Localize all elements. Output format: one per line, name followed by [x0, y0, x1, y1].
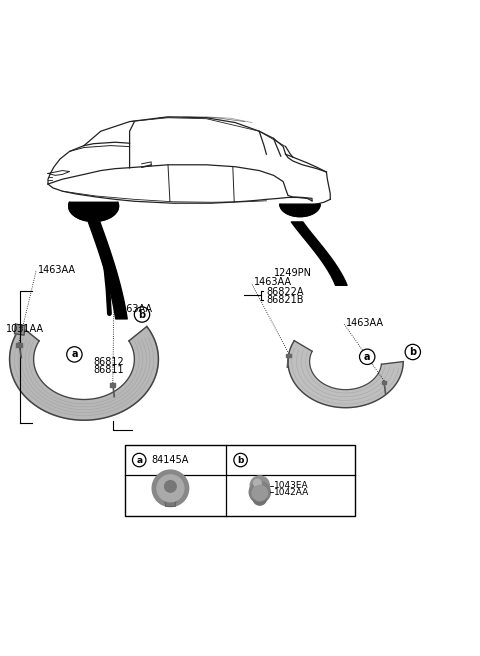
Text: 1463AA: 1463AA	[254, 277, 292, 287]
Circle shape	[134, 307, 150, 322]
Text: a: a	[71, 350, 78, 359]
Text: 1031AA: 1031AA	[6, 324, 44, 334]
Text: 84145A: 84145A	[151, 455, 189, 465]
Polygon shape	[256, 485, 264, 494]
Circle shape	[157, 475, 184, 502]
Circle shape	[249, 482, 270, 502]
Circle shape	[152, 470, 189, 506]
Circle shape	[132, 453, 146, 467]
Text: 1463AA: 1463AA	[38, 266, 76, 276]
Polygon shape	[10, 327, 158, 420]
Text: a: a	[364, 352, 371, 362]
Text: 1463AA: 1463AA	[346, 318, 384, 328]
Text: b: b	[138, 310, 145, 319]
Polygon shape	[125, 445, 355, 516]
Text: 1463AA: 1463AA	[115, 304, 153, 314]
Text: 1042AA: 1042AA	[274, 487, 310, 497]
Polygon shape	[280, 204, 320, 216]
Polygon shape	[288, 340, 403, 407]
Circle shape	[250, 476, 269, 495]
Text: 86812: 86812	[94, 357, 124, 367]
Circle shape	[165, 481, 176, 492]
Text: 1249PN: 1249PN	[274, 268, 312, 277]
Text: a: a	[136, 455, 142, 464]
Polygon shape	[14, 324, 25, 335]
Text: 86822A: 86822A	[266, 287, 304, 297]
Circle shape	[252, 485, 267, 501]
Circle shape	[253, 492, 266, 505]
Polygon shape	[69, 202, 119, 222]
Circle shape	[253, 480, 261, 487]
Circle shape	[234, 453, 247, 467]
Text: b: b	[238, 455, 244, 464]
Circle shape	[67, 347, 82, 362]
Circle shape	[360, 349, 375, 365]
Text: b: b	[409, 347, 416, 357]
Text: 86821B: 86821B	[266, 295, 304, 305]
Text: 86811: 86811	[94, 365, 124, 375]
Text: 1043EA: 1043EA	[274, 481, 309, 490]
Polygon shape	[164, 497, 177, 506]
Circle shape	[405, 344, 420, 359]
